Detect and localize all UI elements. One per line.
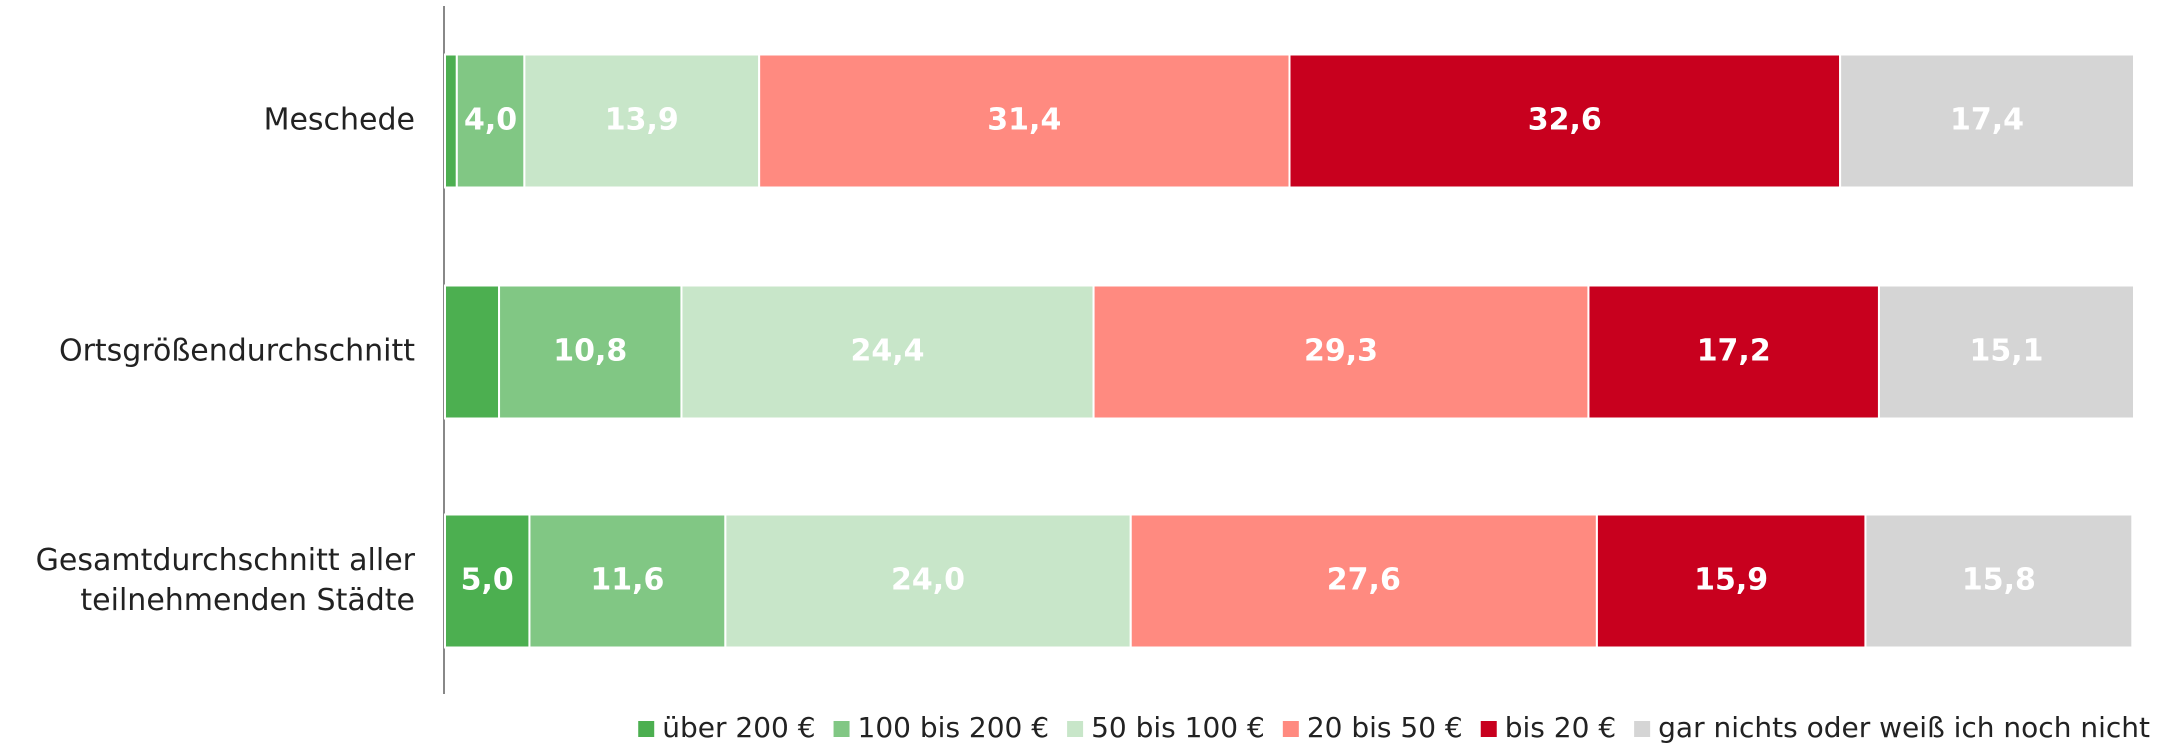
value-label: 17,2	[1697, 334, 1771, 369]
legend-label: 20 bis 50 €	[1307, 711, 1463, 744]
value-label: 10,8	[553, 334, 627, 369]
legend-swatch	[833, 721, 850, 737]
bar-segment	[724, 513, 1132, 649]
legend-swatch	[1282, 721, 1299, 737]
legend-swatch	[1634, 721, 1651, 737]
legend-label: 50 bis 100 €	[1091, 711, 1265, 744]
bar-segment	[523, 53, 761, 189]
category-label: Meschede	[264, 103, 415, 138]
bar-segment	[1839, 53, 2135, 189]
value-label: 32,6	[1528, 103, 1602, 138]
bar-segment	[1129, 513, 1598, 649]
legend-label: bis 20 €	[1505, 711, 1616, 744]
legend: über 200 € 100 bis 200 € 50 bis 100 € 20 bi…	[638, 711, 2150, 744]
value-label: 15,9	[1694, 563, 1768, 598]
bar-segment	[1587, 284, 1880, 420]
bar-segment	[1092, 284, 1590, 420]
value-label: 24,4	[851, 334, 925, 369]
value-label: 5,0	[461, 563, 514, 598]
category-label: Gesamtdurchschnitt aller teilnehmenden St…	[36, 543, 416, 618]
category-label: Ortsgrößendurchschnitt	[59, 334, 415, 369]
value-label: 15,1	[1969, 334, 2043, 369]
bar-segment	[758, 53, 1291, 189]
bar-segment	[528, 513, 727, 649]
legend-label: über 200 €	[662, 711, 815, 744]
bar-segment	[444, 53, 458, 189]
bar-segment	[1595, 513, 1867, 649]
value-label: 31,4	[987, 103, 1061, 138]
value-label: 11,6	[590, 563, 664, 598]
bar-segment	[444, 513, 531, 649]
value-label: 17,4	[1950, 103, 2024, 138]
legend-swatch	[1480, 721, 1497, 737]
value-label: 27,6	[1327, 563, 1401, 598]
bar-segment	[1864, 513, 2134, 649]
value-label: 29,3	[1304, 334, 1378, 369]
legend-swatch	[638, 721, 655, 737]
legend-label: 100 bis 200 €	[858, 711, 1050, 744]
value-label: 13,9	[605, 103, 679, 138]
value-label: 4,0	[464, 103, 517, 138]
legend-swatch	[1067, 721, 1084, 737]
value-label: 15,8	[1962, 563, 2036, 598]
legend-label: gar nichts oder weiß ich noch nicht	[1658, 711, 2150, 744]
bar-segment	[498, 284, 683, 420]
bar-segment	[444, 284, 501, 420]
value-label: 24,0	[891, 563, 965, 598]
bar-segment	[1877, 284, 2136, 420]
